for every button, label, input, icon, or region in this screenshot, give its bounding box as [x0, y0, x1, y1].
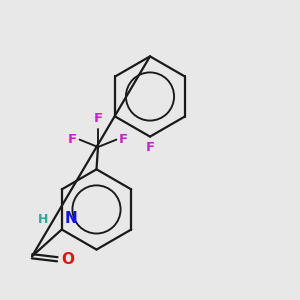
Text: F: F — [146, 141, 154, 154]
Text: F: F — [93, 112, 103, 125]
Text: H: H — [38, 213, 48, 226]
Text: F: F — [119, 133, 128, 146]
Text: N: N — [64, 211, 77, 226]
Text: F: F — [68, 133, 77, 146]
Text: O: O — [61, 252, 74, 267]
